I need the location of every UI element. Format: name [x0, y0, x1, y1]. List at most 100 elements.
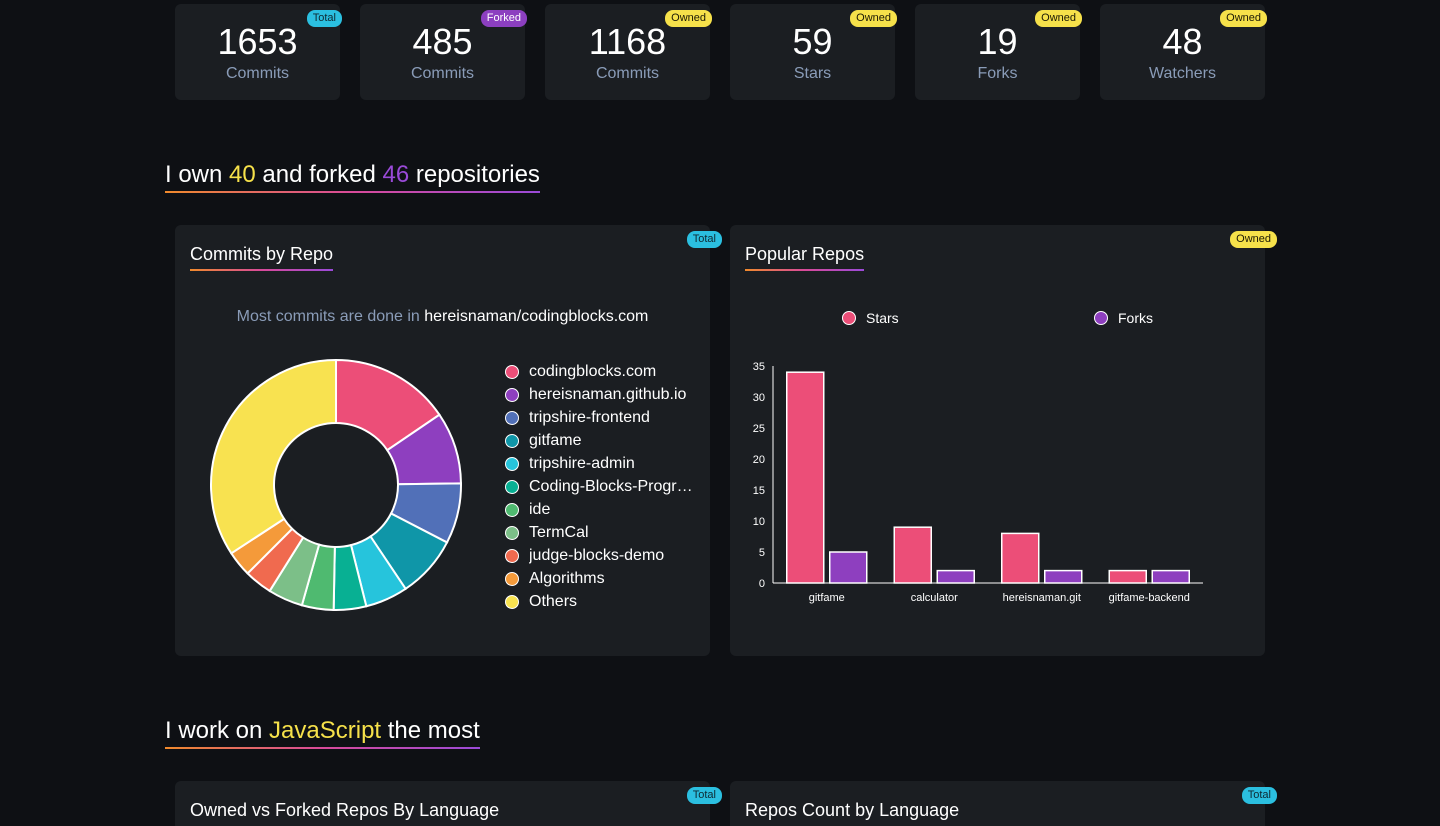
heading-text: repositories: [409, 161, 540, 188]
bar-stars-gitfame[interactable]: [786, 371, 825, 584]
legend-item[interactable]: Coding-Blocks-Progr…: [505, 475, 710, 498]
legend-item[interactable]: Others: [505, 590, 710, 613]
legend-label: Coding-Blocks-Progr…: [529, 477, 693, 495]
language-heading: I work on JavaScript the most: [165, 719, 480, 749]
stat-value: 48: [1162, 21, 1203, 62]
owned-badge: Owned: [850, 10, 897, 27]
legend-item[interactable]: tripshire-frontend: [505, 406, 710, 429]
bar-forks-gitfame[interactable]: [829, 551, 868, 584]
owned-badge: Owned: [1035, 10, 1082, 27]
legend-label: codingblocks.com: [529, 362, 657, 380]
stat-label: Stars: [793, 65, 832, 82]
owned-badge: Owned: [1220, 10, 1267, 27]
legend-swatch: [505, 594, 519, 609]
legend-item[interactable]: ide: [505, 498, 710, 521]
y-tick-label: 25: [753, 423, 765, 435]
stat-card-owned-commits: 1168 Commits Owned: [545, 4, 712, 100]
heading-text: I own: [165, 161, 230, 188]
legend-swatch: [505, 548, 519, 563]
legend-swatch: [505, 571, 519, 586]
bar-stars-hereisnaman-git[interactable]: [1001, 532, 1040, 584]
bar-stars-gitfame-backend[interactable]: [1108, 569, 1147, 584]
legend-item-forks[interactable]: Forks: [1094, 310, 1153, 326]
legend-label: tripshire-frontend: [529, 408, 650, 426]
owned-vs-forked-panel: Total Owned vs Forked Repos By Language: [175, 781, 722, 826]
y-tick-label: 5: [759, 547, 765, 559]
stat-label: Commits: [225, 65, 290, 82]
legend-item[interactable]: gitfame: [505, 429, 710, 452]
stats-row: 1653 Commits Total 485 Commits Forked 11…: [175, 4, 1267, 100]
stat-label: Commits: [410, 65, 475, 82]
legend-item[interactable]: codingblocks.com: [505, 360, 710, 383]
total-badge: Total: [306, 10, 342, 27]
heading-underline: [165, 747, 480, 749]
stat-label: Forks: [977, 65, 1018, 82]
stat-label: Watchers: [1149, 65, 1216, 82]
x-tick-label: gitfame: [809, 592, 845, 604]
legend-swatch: [505, 525, 519, 540]
panel-title-text: Repos Count by Language: [745, 800, 960, 820]
stat-card-forks: 19 Forks Owned: [915, 4, 1082, 100]
y-tick-label: 30: [753, 392, 765, 404]
heading-text: the most: [381, 717, 480, 744]
legend-swatch: [505, 479, 519, 494]
heading-text: I work on: [165, 717, 270, 744]
legend-label: hereisnaman.github.io: [529, 385, 687, 403]
popular-repos-panel: Owned Popular Repos Stars Forks 0 5 10 15 20…: [730, 225, 1277, 656]
stat-value: 59: [792, 21, 833, 62]
x-tick-label: gitfame-backend: [1109, 592, 1190, 604]
stat-value: 485: [412, 21, 473, 62]
legend-item[interactable]: Algorithms: [505, 567, 710, 590]
legend-label: Algorithms: [529, 569, 605, 587]
legend-label: Forks: [1118, 310, 1153, 326]
popular-repos-bar-chart: 0 5 10 15 20 25 30 35 gitfame calculator hereisnam…: [753, 361, 1203, 604]
forked-count: 46: [382, 161, 410, 188]
y-tick-label: 10: [753, 516, 765, 528]
stat-card-forked-commits: 485 Commits Forked: [360, 4, 527, 100]
legend-swatch: [505, 502, 519, 517]
forks-swatch: [1094, 311, 1108, 325]
y-tick-label: 35: [753, 361, 765, 373]
legend-swatch: [505, 387, 519, 402]
legend-label: judge-blocks-demo: [529, 546, 665, 564]
legend-item[interactable]: hereisnaman.github.io: [505, 383, 710, 406]
owned-badge: Owned: [665, 10, 712, 27]
stat-value: 19: [977, 21, 1018, 62]
panel-title-text: Commits by Repo: [190, 244, 334, 264]
owned-badge: Owned: [1230, 231, 1277, 248]
commits-by-repo-panel: Total Commits by Repo Most commits are d…: [175, 225, 722, 656]
heading-underline: [165, 191, 540, 193]
title-underline: [745, 269, 865, 271]
donut-slice-others[interactable]: [210, 358, 337, 555]
legend-item-stars[interactable]: Stars: [842, 310, 899, 326]
panel-title: Popular Repos: [745, 245, 865, 271]
top-language: JavaScript: [269, 717, 382, 744]
legend-label: tripshire-admin: [529, 454, 635, 472]
top-repo-name: hereisnaman/codingblocks.com: [424, 308, 649, 325]
owned-count: 40: [229, 161, 256, 188]
donut-legend: codingblocks.com hereisnaman.github.io tri…: [505, 360, 710, 613]
bar-forks-gitfame-backend[interactable]: [1151, 569, 1190, 584]
stars-swatch: [842, 311, 856, 325]
legend-item[interactable]: TermCal: [505, 521, 710, 544]
panel-title: Owned vs Forked Repos By Language: [190, 801, 499, 819]
x-tick-label: calculator: [911, 592, 958, 604]
stat-value: 1168: [588, 21, 667, 62]
repos-heading: I own 40 and forked 46 repositories: [165, 163, 540, 193]
bar-forks-hereisnaman-git[interactable]: [1044, 569, 1083, 584]
y-tick-label: 15: [753, 485, 765, 497]
legend-item[interactable]: judge-blocks-demo: [505, 544, 710, 567]
y-tick-label: 20: [753, 454, 765, 466]
legend-swatch: [505, 433, 519, 448]
total-badge: Total: [686, 231, 722, 248]
stat-card-stars: 59 Stars Owned: [730, 4, 897, 100]
legend-swatch: [505, 410, 519, 425]
commits-donut-chart: [210, 358, 463, 611]
bar-forks-calculator[interactable]: [936, 569, 975, 584]
legend-item[interactable]: tripshire-admin: [505, 452, 710, 475]
total-badge: Total: [1241, 787, 1277, 804]
bar-stars-calculator[interactable]: [893, 526, 932, 584]
stat-card-total-commits: 1653 Commits Total: [175, 4, 342, 100]
stat-card-watchers: 48 Watchers Owned: [1100, 4, 1267, 100]
panel-title: Commits by Repo: [190, 244, 334, 271]
